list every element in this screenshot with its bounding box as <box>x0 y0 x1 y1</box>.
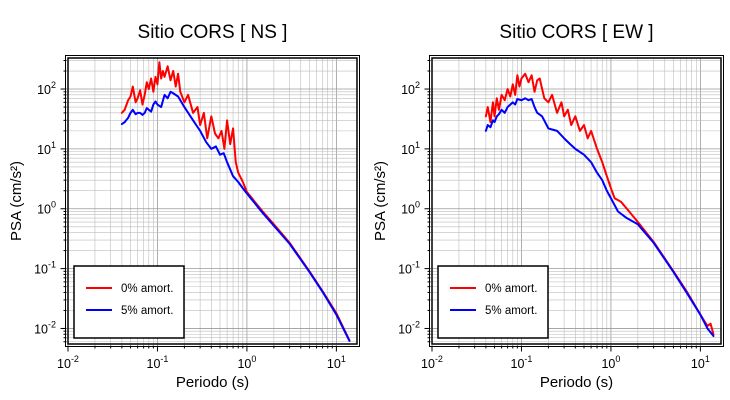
x-tick-label: 10-1 <box>511 354 533 371</box>
plot-frame <box>67 57 358 345</box>
series-line-undamped <box>484 72 715 336</box>
y-tick-label: 10-1 <box>398 260 420 277</box>
x-tick-label: 101 <box>327 354 346 371</box>
x-tick-label: 100 <box>601 354 620 371</box>
y-tick-label: 101 <box>37 140 56 157</box>
y-tick-label: 102 <box>401 80 420 97</box>
plot-frame-outer <box>65 55 360 347</box>
legend-label: 0% amort. <box>121 283 173 295</box>
x-tick-label: 100 <box>237 354 256 371</box>
x-axis-label: Periodo (s) <box>540 374 613 391</box>
legend-box <box>437 265 549 339</box>
plot-frame <box>431 57 722 345</box>
series-line-damped-5pct <box>484 97 715 337</box>
legend: 0% amort. 5% amort. <box>73 265 185 339</box>
x-axis-label: Periodo (s) <box>176 374 249 391</box>
chart-panel-ew: 10-2 10-1 100 101 10-2 10-1 100 101 102 Sitio COR… <box>372 22 724 391</box>
plot-frame-outer <box>429 55 724 347</box>
chart-title: Sitio CORS [ EW ] <box>499 22 653 43</box>
y-tick-label: 10-2 <box>34 319 56 336</box>
series-line-undamped <box>120 61 351 342</box>
x-tick-label: 101 <box>691 354 710 371</box>
legend-label: 5% amort. <box>121 305 173 317</box>
legend: 0% amort. 5% amort. <box>437 265 549 339</box>
legend-label: 5% amort. <box>485 305 537 317</box>
x-tick-label: 10-2 <box>421 354 443 371</box>
y-tick-label: 10-1 <box>34 260 56 277</box>
y-tick-label: 102 <box>37 80 56 97</box>
y-tick-label: 101 <box>401 140 420 157</box>
x-tick-label: 10-2 <box>57 354 79 371</box>
y-tick-label: 100 <box>401 200 420 217</box>
y-axis-label: PSA (cm/s²) <box>8 161 25 241</box>
y-axis-label: PSA (cm/s²) <box>372 161 389 241</box>
y-tick-label: 10-2 <box>398 319 420 336</box>
legend-label: 0% amort. <box>485 283 537 295</box>
chart-panel-ns: 10-2 10-1 100 101 10-2 10-1 100 101 102 Sitio COR… <box>8 22 360 391</box>
legend-box <box>73 265 185 339</box>
x-tick-label: 10-1 <box>147 354 169 371</box>
y-tick-label: 100 <box>37 200 56 217</box>
series-line-damped-5pct <box>120 90 351 342</box>
chart-title: Sitio CORS [ NS ] <box>138 22 288 43</box>
